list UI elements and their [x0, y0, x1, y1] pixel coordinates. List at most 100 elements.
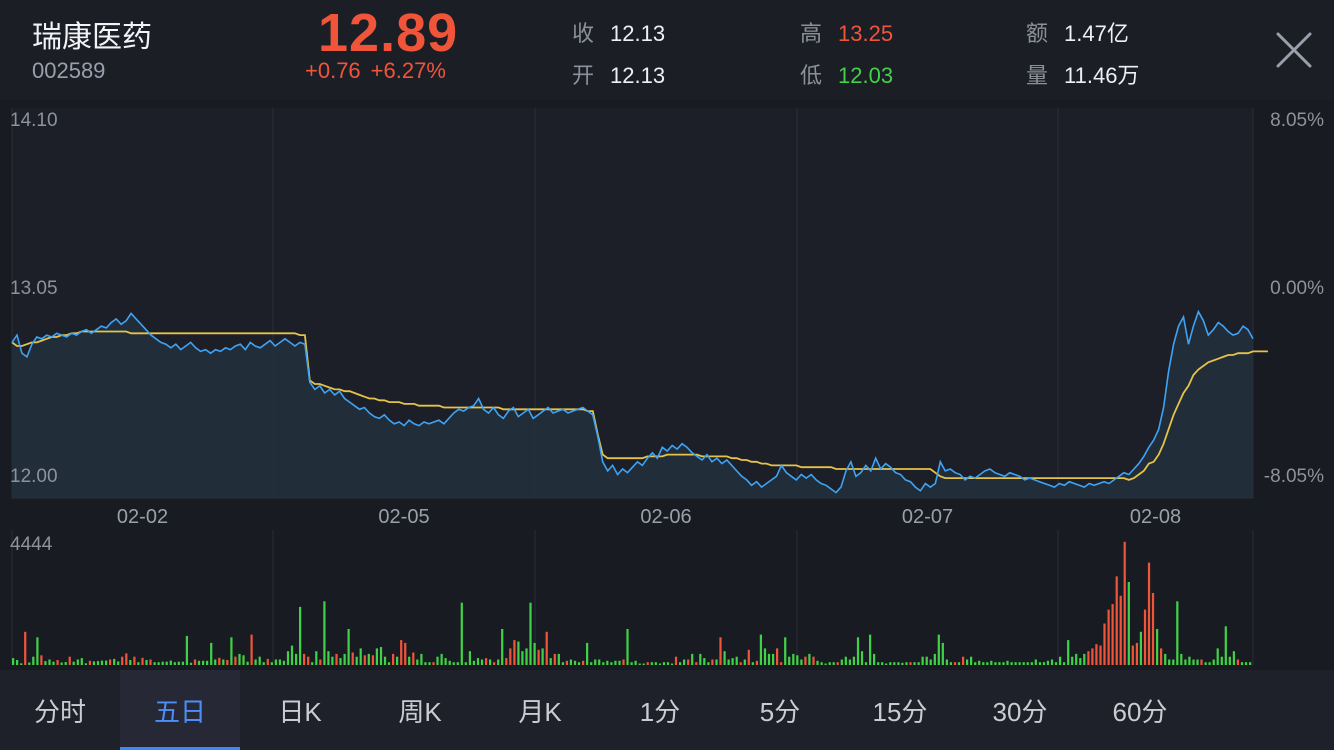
volume-bar-49 — [210, 642, 213, 665]
volume-bar-238 — [974, 662, 977, 665]
volume-bar-249 — [1018, 662, 1021, 665]
volume-bar-38 — [165, 661, 168, 665]
tab-7[interactable]: 15分 — [872, 696, 928, 727]
volume-bar-50 — [214, 659, 217, 665]
volume-bar-24 — [109, 659, 112, 665]
volume-bar-277 — [1131, 645, 1134, 665]
y-left-tick-1: 13.05 — [10, 278, 58, 299]
tab-2[interactable]: 日K — [278, 696, 322, 727]
stat-label: 收 — [572, 21, 595, 46]
stat-value: 1.47亿 — [1064, 21, 1129, 46]
volume-bar-66 — [278, 659, 282, 665]
volume-bar-177 — [727, 659, 730, 665]
volume-bar-93 — [387, 662, 391, 665]
volume-bar-283 — [1156, 629, 1159, 665]
volume-bar-253 — [1034, 659, 1037, 665]
volume-bar-41 — [177, 661, 180, 665]
volume-bar-244 — [998, 662, 1001, 665]
volume-bar-206 — [844, 656, 847, 665]
volume-bar-240 — [982, 662, 985, 665]
volume-bar-230 — [941, 642, 944, 665]
volume-bar-8 — [44, 661, 47, 665]
volume-bar-172 — [707, 662, 710, 665]
volume-bar-121 — [501, 629, 504, 665]
volume-bar-105 — [436, 656, 439, 665]
volume-bar-11 — [56, 660, 59, 665]
volume-bar-207 — [848, 659, 852, 665]
volume-bar-239 — [978, 660, 981, 665]
volume-bar-228 — [933, 653, 936, 665]
price-change: +0.76 +6.27% — [305, 58, 456, 84]
volume-bar-193 — [792, 653, 795, 665]
chart-area[interactable]: 14.10 13.05 12.00 8.05% 0.00% -8.05% 02-02 02-… — [0, 100, 1334, 670]
volume-bar-274 — [1119, 595, 1122, 665]
close-button[interactable] — [1270, 26, 1318, 74]
volume-bar-92 — [383, 656, 387, 665]
current-price: 12.89 — [318, 3, 459, 63]
volume-bar-205 — [840, 659, 843, 665]
stat-value: 11.46万 — [1064, 63, 1140, 88]
volume-bar-241 — [986, 662, 989, 665]
volume-bar-34 — [149, 659, 152, 665]
volume-bar-145 — [598, 659, 601, 665]
tab-3[interactable]: 周K — [398, 696, 442, 727]
y-left-tick-0: 14.10 — [10, 110, 58, 131]
volume-bar-79 — [331, 656, 334, 665]
volume-bar-179 — [735, 656, 738, 665]
x-day-label-2: 02-06 — [640, 506, 691, 528]
volume-bar-91 — [379, 647, 383, 665]
volume-bar-84 — [351, 652, 354, 665]
volume-bar-280 — [1143, 609, 1147, 665]
volume-bar-252 — [1030, 662, 1033, 665]
volume-bar-226 — [925, 656, 928, 665]
volume-bar-89 — [371, 655, 375, 665]
volume-bar-278 — [1135, 642, 1139, 665]
volume-bar-292 — [1192, 659, 1195, 665]
volume-bar-36 — [157, 662, 160, 665]
volume-bar-75 — [315, 651, 318, 665]
volume-bar-276 — [1127, 582, 1130, 665]
volume-bar-182 — [747, 649, 750, 665]
volume-bar-86 — [359, 648, 362, 665]
volume-bar-103 — [428, 662, 431, 665]
stat-value: 12.13 — [610, 63, 666, 88]
tab-4[interactable]: 月K — [518, 696, 562, 727]
volume-bar-297 — [1212, 659, 1215, 665]
tab-1[interactable]: 五日 — [120, 670, 240, 750]
volume-bar-235 — [962, 656, 965, 665]
volume-bar-108 — [448, 660, 451, 665]
tab-8[interactable]: 30分 — [992, 696, 1048, 727]
volume-bar-20 — [92, 661, 96, 665]
tab-0[interactable]: 分时 — [33, 696, 86, 727]
volume-bar-82 — [343, 653, 346, 665]
volume-bar-78 — [327, 651, 330, 665]
tab-5[interactable]: 1分 — [639, 696, 681, 727]
volume-bar-116 — [480, 659, 484, 665]
volume-bar-181 — [743, 659, 746, 665]
volume-bar-236 — [966, 659, 969, 665]
price-line — [11, 309, 1254, 494]
tab-9[interactable]: 60分 — [1112, 696, 1168, 727]
stat-label: 低 — [800, 63, 823, 88]
volume-bar-258 — [1054, 662, 1058, 665]
volume-bar-251 — [1026, 662, 1029, 665]
volume-bar-53 — [226, 660, 229, 665]
volume-bar-285 — [1164, 653, 1167, 665]
volume-bar-164 — [674, 656, 678, 665]
volume-bar-303 — [1236, 659, 1240, 665]
volume-bar-88 — [367, 653, 370, 665]
volume-bar-142 — [586, 642, 589, 665]
volume-bar-27 — [121, 656, 124, 665]
volume-bar-256 — [1046, 660, 1050, 665]
volume-bar-209 — [856, 637, 860, 665]
volume-bar-191 — [784, 637, 787, 665]
volume-bar-35 — [153, 662, 156, 665]
volume-bar-104 — [432, 662, 435, 665]
tab-6[interactable]: 5分 — [759, 696, 801, 727]
volume-bar-212 — [869, 634, 872, 665]
volume-bar-117 — [485, 658, 488, 665]
volume-bar-213 — [873, 653, 876, 665]
volume-bar-111 — [460, 602, 463, 665]
stat-label: 额 — [1026, 21, 1049, 46]
